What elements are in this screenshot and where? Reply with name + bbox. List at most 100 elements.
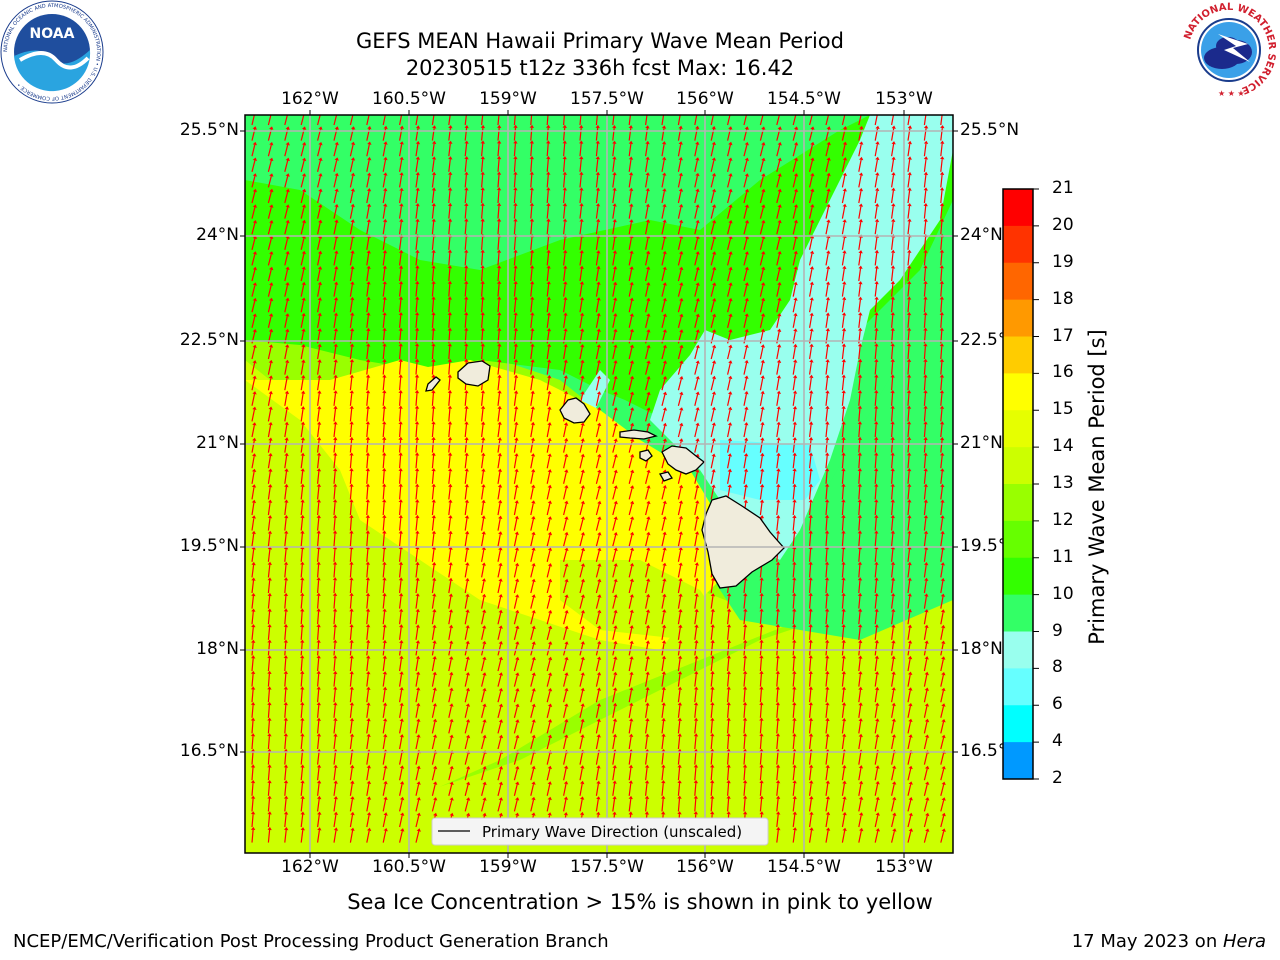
wave-arrow [563,115,565,126]
wave-arrow [251,611,254,625]
wave-arrow-head [267,780,272,784]
wave-arrow-head [464,265,469,269]
wave-arrow-head [349,577,354,581]
wave-arrow [513,455,518,469]
wave-arrow [481,268,484,282]
wave-arrow [399,580,402,594]
wave-arrow [251,580,255,594]
wave-arrow-head [301,266,306,270]
colorbar-swatch [1003,410,1033,448]
wave-arrow [415,831,420,843]
wave-arrow [448,471,451,484]
wave-arrow [431,502,435,516]
wave-arrow-head [334,250,339,254]
wave-arrow [546,377,550,391]
wave-arrow-head [548,641,553,645]
wave-arrow-head [431,374,436,378]
wave-arrow [415,721,419,734]
wave-arrow-head [252,391,257,395]
wave-arrow-head [383,796,388,800]
wave-arrow [300,502,304,516]
wave-arrow [333,658,336,672]
wave-arrow [530,581,535,594]
wave-arrow-head [301,297,306,301]
wave-arrow [300,580,303,594]
wave-arrow-head [498,594,503,598]
wave-arrow [300,253,305,266]
wave-arrow [366,673,369,687]
wave-arrow-head [383,733,388,738]
wave-arrow [530,456,534,469]
wave-arrow [563,768,567,781]
wave-arrow [497,408,501,422]
wave-arrow-head [350,780,355,784]
wave-arrow [333,580,336,594]
wave-arrow [333,486,336,500]
wave-arrow-head [334,281,339,285]
wave-arrow-head [465,672,470,676]
wave-arrow [415,174,419,188]
wave-arrow [333,346,337,360]
wave-arrow-head [251,468,257,472]
wave-arrow-head [333,702,338,706]
wave-arrow [530,205,533,219]
wave-arrow-head [300,811,305,815]
wave-arrow [382,299,386,313]
wave-arrow-head [267,733,272,737]
wave-arrow-head [515,781,520,785]
wave-arrow-head [284,827,289,831]
wave-arrow [431,252,435,266]
wave-arrow [513,596,518,609]
wave-arrow-head [465,719,471,723]
wave-arrow-head [267,608,272,612]
wave-arrow-head [283,577,289,581]
wave-arrow-head [414,343,420,347]
wave-arrow-head [350,172,356,177]
wave-arrow [300,564,303,578]
wave-arrow-head [547,422,552,426]
wave-arrow [349,299,353,313]
wave-arrow-head [564,438,569,442]
wave-arrow [317,253,321,266]
wave-arrow-head [285,142,290,146]
wave-arrow-head [546,156,551,160]
wave-arrow [333,767,337,781]
wave-arrow-head [562,218,568,222]
wave-arrow [481,565,485,578]
wave-arrow-head [481,484,486,488]
wave-arrow-head [431,312,436,316]
wave-arrow-head [349,733,355,737]
wave-arrow-head [563,812,568,816]
wave-arrow-head [464,218,469,222]
wave-arrow-head [383,125,388,130]
wave-arrow-head [498,688,503,692]
wave-arrow [267,798,271,812]
wave-arrow [267,736,270,750]
wave-arrow-head [300,639,305,643]
wave-arrow [464,221,467,235]
wave-arrow-head [383,718,388,722]
wave-arrow [464,408,468,422]
wave-arrow [300,720,303,734]
wave-arrow [382,689,386,703]
wave-arrow-head [530,437,536,441]
wave-arrow-head [546,218,551,222]
wave-arrow [366,455,369,469]
colorbar-tick-label: 11 [1052,546,1074,567]
wave-arrow [448,799,453,812]
wave-arrow-head [498,656,503,661]
wave-arrow [382,315,386,328]
wave-arrow-head [269,204,274,208]
wave-arrow [497,706,502,718]
wave-arrow [481,549,485,562]
wave-arrow-head [317,374,322,379]
wave-arrow [382,830,387,843]
wave-arrow [415,564,419,578]
wave-arrow-head [382,405,387,409]
wave-arrow [481,252,484,266]
wave-arrow [563,252,566,266]
wave-arrow-head [482,687,487,692]
wave-arrow-head [332,624,338,628]
wave-arrow-head [480,156,485,160]
wave-arrow-head [334,266,339,270]
